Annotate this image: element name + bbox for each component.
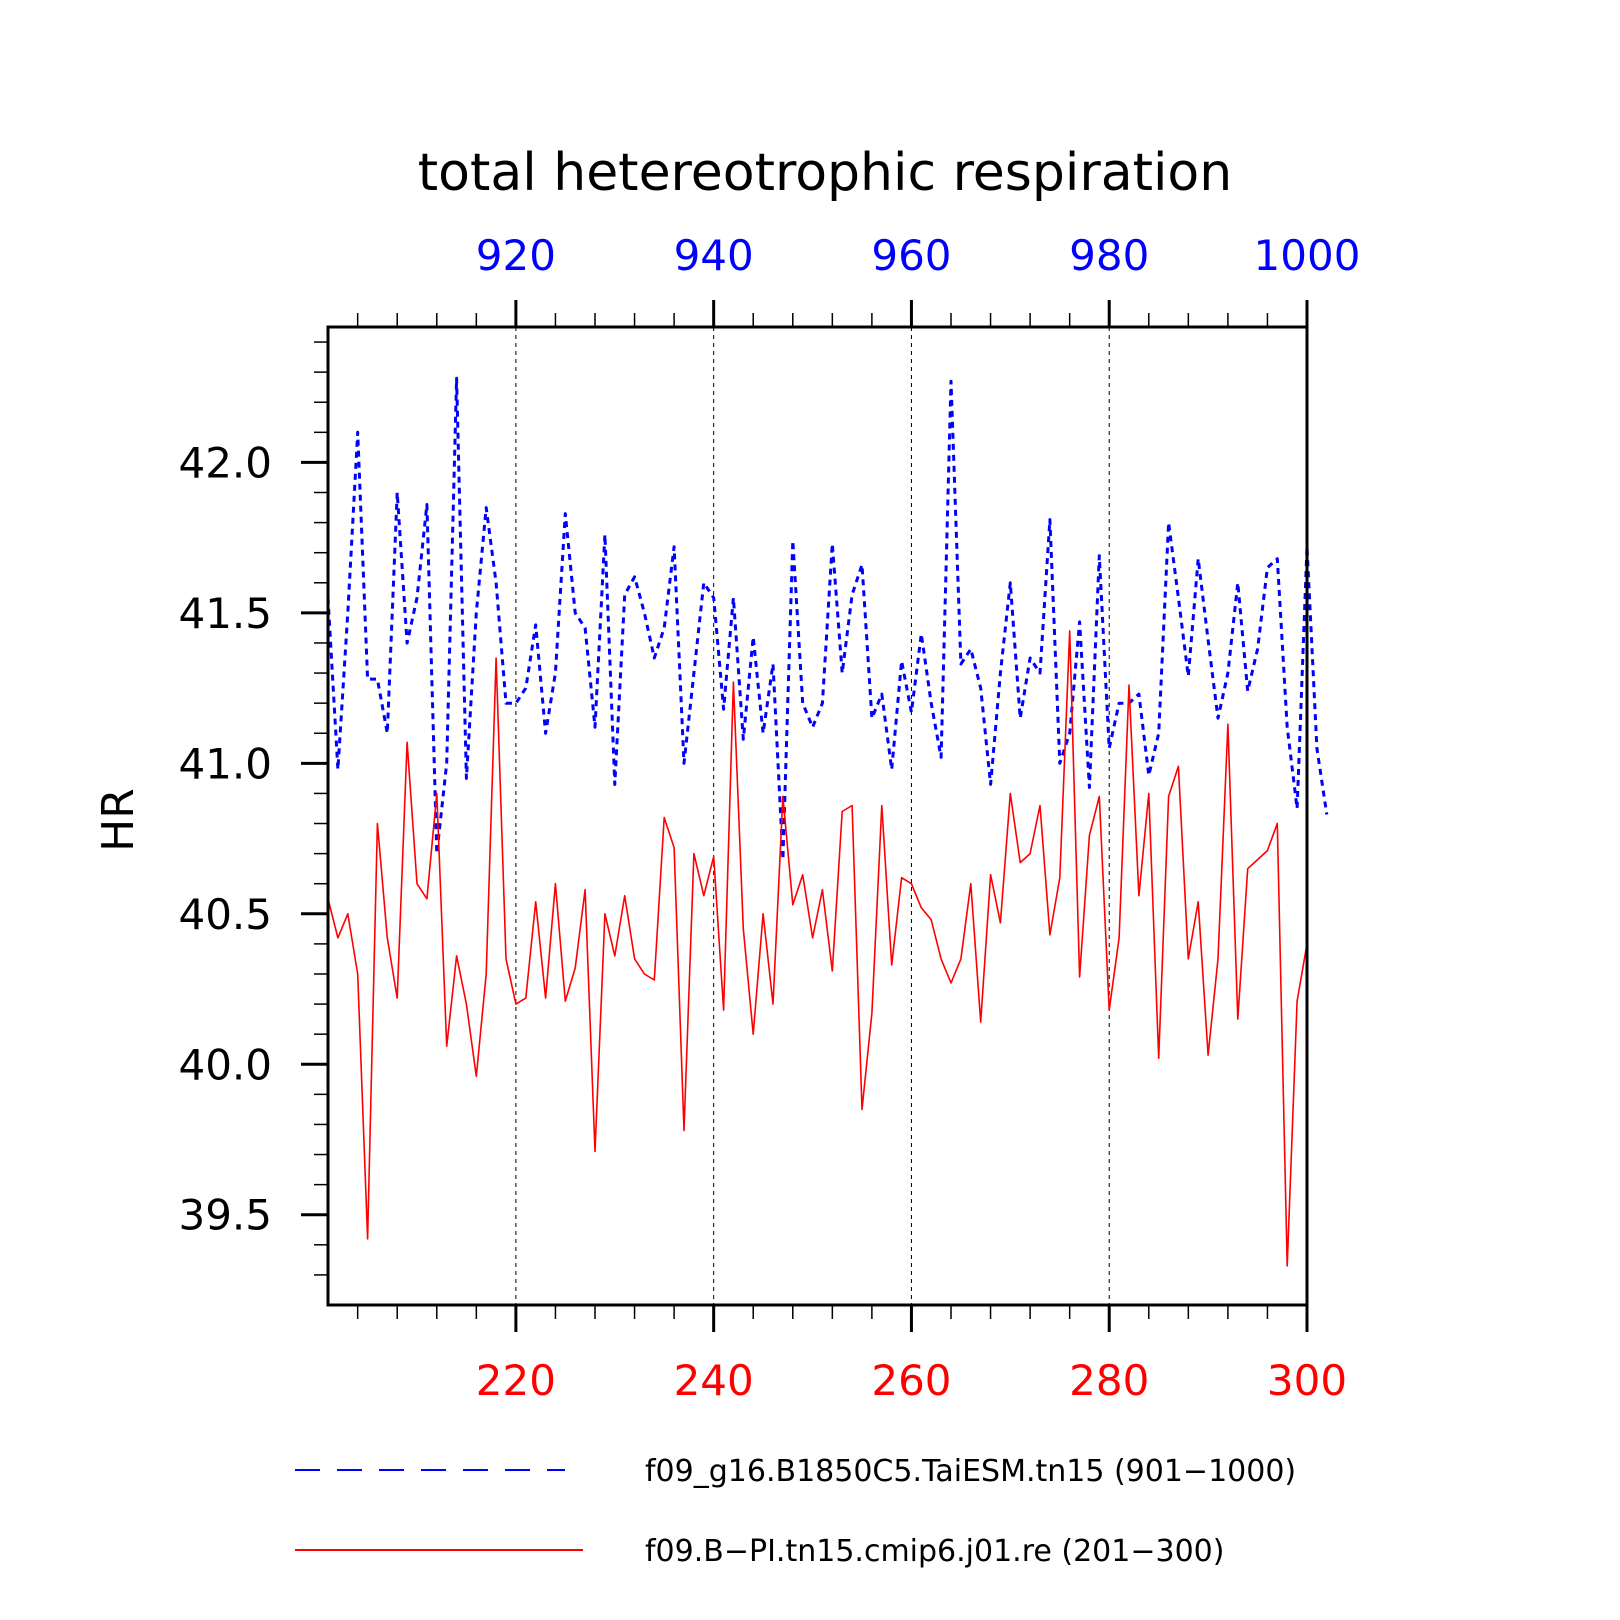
series-line-blue xyxy=(326,376,1329,862)
y-tick-label: 42.0 xyxy=(178,438,272,487)
y-tick-label: 40.0 xyxy=(178,1040,272,1089)
x-bottom-tick-label: 240 xyxy=(674,1356,754,1405)
x-bottom-tick-label: 260 xyxy=(871,1356,951,1405)
legend-label-blue: f09_g16.B1850C5.TaiESM.tn15 (901−1000) xyxy=(645,1454,1296,1489)
legend-label-red: f09.B−PI.tn15.cmip6.j01.re (201−300) xyxy=(645,1534,1224,1569)
series-line-red xyxy=(327,630,1308,1267)
y-tick-label: 39.5 xyxy=(178,1191,272,1240)
y-tick-label: 41.0 xyxy=(178,739,272,788)
plot-frame xyxy=(326,325,1309,1307)
y-tick-label: 40.5 xyxy=(178,890,272,939)
y-axis-label: HR xyxy=(93,788,144,852)
x-bottom-tick-label: 280 xyxy=(1069,1356,1149,1405)
x-bottom-tick-label: 220 xyxy=(476,1356,556,1405)
x-top-tick-label: 940 xyxy=(674,231,754,280)
x-bottom-tick-label: 300 xyxy=(1267,1356,1347,1405)
plot-lines xyxy=(326,376,1329,1267)
y-tick-label: 41.5 xyxy=(178,589,272,638)
x-top-tick-label: 980 xyxy=(1069,231,1149,280)
x-top-tick-label: 920 xyxy=(476,231,556,280)
x-top-tick-label: 960 xyxy=(871,231,951,280)
chart-title: total hetereotrophic respiration xyxy=(418,143,1232,203)
ticks: 220 240 260 280 300 920 940 960 980 1000 39.5 40.0 4… xyxy=(178,231,1360,1405)
x-top-tick-label: 1000 xyxy=(1254,231,1361,280)
legend: f09_g16.B1850C5.TaiESM.tn15 (901−1000) f… xyxy=(295,1454,1296,1569)
grid xyxy=(515,327,1110,1305)
